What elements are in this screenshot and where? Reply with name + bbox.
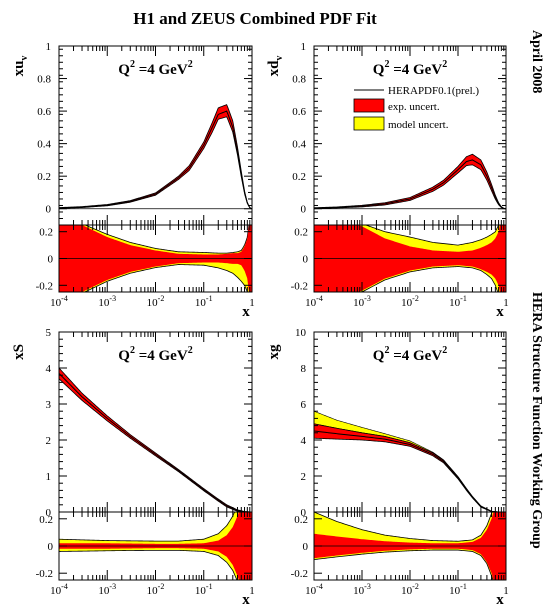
y-tick-label: 0.6 (37, 106, 51, 118)
y-tick-label: 2 (46, 435, 52, 447)
y-tick-label: 0.4 (37, 139, 51, 151)
ratio-y-tick-label: 0.2 (294, 227, 308, 239)
y-tick-label: 1 (301, 41, 307, 53)
y-tick-label: 10 (295, 327, 307, 339)
ratio-y-tick-label: 0 (303, 541, 309, 553)
central-fit-line (59, 373, 252, 512)
ratio-y-tick-label: -0.2 (36, 568, 53, 580)
y-tick-label: 0.2 (292, 171, 306, 183)
central-fit-line (314, 159, 506, 210)
x-tick-label: 10-3 (353, 582, 371, 597)
y-tick-label: 2 (301, 471, 307, 483)
ratio-y-tick-label: 0.2 (294, 514, 308, 526)
x-axis-label: x (496, 592, 504, 608)
x-tick-label: 10-3 (98, 582, 116, 597)
y-tick-label: 1 (46, 41, 52, 53)
x-tick-label: 10-2 (147, 294, 165, 309)
y-tick-label: 4 (301, 435, 307, 447)
ratio-y-tick-label: -0.2 (291, 280, 308, 292)
ratio-y-tick-label: 0 (303, 254, 309, 266)
legend-model-label: model uncert. (388, 119, 449, 131)
y-tick-label: 3 (46, 399, 52, 411)
main-plot-area (314, 153, 506, 210)
x-tick-label: 10-1 (449, 582, 467, 597)
x-tick-label: 10-4 (305, 294, 323, 309)
x-axis-label: x (496, 304, 504, 320)
y-tick-label: 5 (46, 327, 52, 339)
x-axis-label: x (242, 304, 250, 320)
ratio-y-tick-label: 0 (48, 254, 54, 266)
x-tick-label: 10-2 (401, 582, 419, 597)
x-tick-label: 10-2 (147, 582, 165, 597)
y-axis-label: xdv (266, 56, 285, 77)
main-plot-area (59, 367, 252, 512)
q2-annotation: Q2 =4 GeV2 (118, 345, 192, 364)
y-tick-label: 0 (301, 204, 307, 216)
legend-exp-swatch (353, 98, 385, 113)
y-tick-label: 0 (46, 507, 52, 519)
ratio-y-tick-label: -0.2 (36, 280, 53, 292)
y-tick-label: 0.2 (37, 171, 51, 183)
central-fit-line (59, 110, 252, 210)
ratio-y-tick-label: 0 (48, 541, 54, 553)
y-tick-label: 0.6 (292, 106, 306, 118)
x-tick-label: 1 (249, 297, 255, 309)
x-tick-label: 10-1 (195, 582, 213, 597)
q2-annotation: Q2 =4 GeV2 (373, 59, 447, 78)
main-plot-area (314, 410, 506, 512)
y-tick-label: 0.8 (37, 74, 51, 86)
date-label: April 2008 (529, 30, 544, 93)
y-axis-label: xg (266, 344, 282, 360)
legend-model-swatch (353, 116, 385, 131)
y-tick-label: 8 (301, 363, 307, 375)
x-tick-label: 1 (503, 585, 509, 597)
main-plot-area (59, 104, 252, 210)
y-tick-label: 1 (46, 471, 52, 483)
pdf-panel-xu: 0 0.2 0.4 0.6 0.8 1 xuv Q2 =4 GeV2 0.2 0 -0.2 10-4 1… (11, 41, 255, 320)
legend: HERAPDF0.1(prel.) exp. uncert. model uncer… (353, 85, 479, 131)
pdf-panel-xd: 0 0.2 0.4 0.6 0.8 1 xdv Q2 =4 GeV2 0.2 0 -0.2 10-4 1… (266, 41, 509, 320)
y-tick-label: 0 (46, 204, 52, 216)
y-tick-label: 0 (301, 507, 307, 519)
x-tick-label: 10-3 (98, 294, 116, 309)
x-tick-label: 10-4 (50, 582, 68, 597)
q2-annotation: Q2 =4 GeV2 (118, 59, 192, 78)
model-uncert-band (314, 410, 506, 512)
y-tick-label: 0.4 (292, 139, 306, 151)
group-label: HERA Structure Function Working Group (529, 292, 544, 549)
exp-uncert-band (59, 104, 252, 210)
exp-uncert-band (59, 367, 252, 512)
x-tick-label: 10-1 (195, 294, 213, 309)
exp-uncert-band (314, 423, 506, 512)
central-fit-line (314, 430, 506, 512)
x-tick-label: 10-1 (449, 294, 467, 309)
y-axis-label: xS (11, 344, 27, 360)
legend-exp-label: exp. uncert. (388, 101, 440, 113)
y-tick-label: 6 (301, 399, 307, 411)
y-axis-label: xuv (11, 56, 30, 77)
x-tick-label: 10-3 (353, 294, 371, 309)
ratio-y-tick-label: -0.2 (291, 568, 308, 580)
ratio-y-tick-label: 0.2 (39, 514, 53, 526)
x-tick-label: 1 (249, 585, 255, 597)
y-tick-label: 0.8 (292, 74, 306, 86)
x-tick-label: 10-4 (305, 582, 323, 597)
figure-title: H1 and ZEUS Combined PDF Fit (133, 9, 377, 28)
ratio-y-tick-label: 0.2 (39, 227, 53, 239)
x-axis-label: x (242, 592, 250, 608)
x-tick-label: 10-2 (401, 294, 419, 309)
y-tick-label: 4 (46, 363, 52, 375)
q2-annotation: Q2 =4 GeV2 (373, 345, 447, 364)
x-tick-label: 10-4 (50, 294, 68, 309)
x-tick-label: 1 (503, 297, 509, 309)
legend-central-label: HERAPDF0.1(prel.) (388, 85, 479, 97)
